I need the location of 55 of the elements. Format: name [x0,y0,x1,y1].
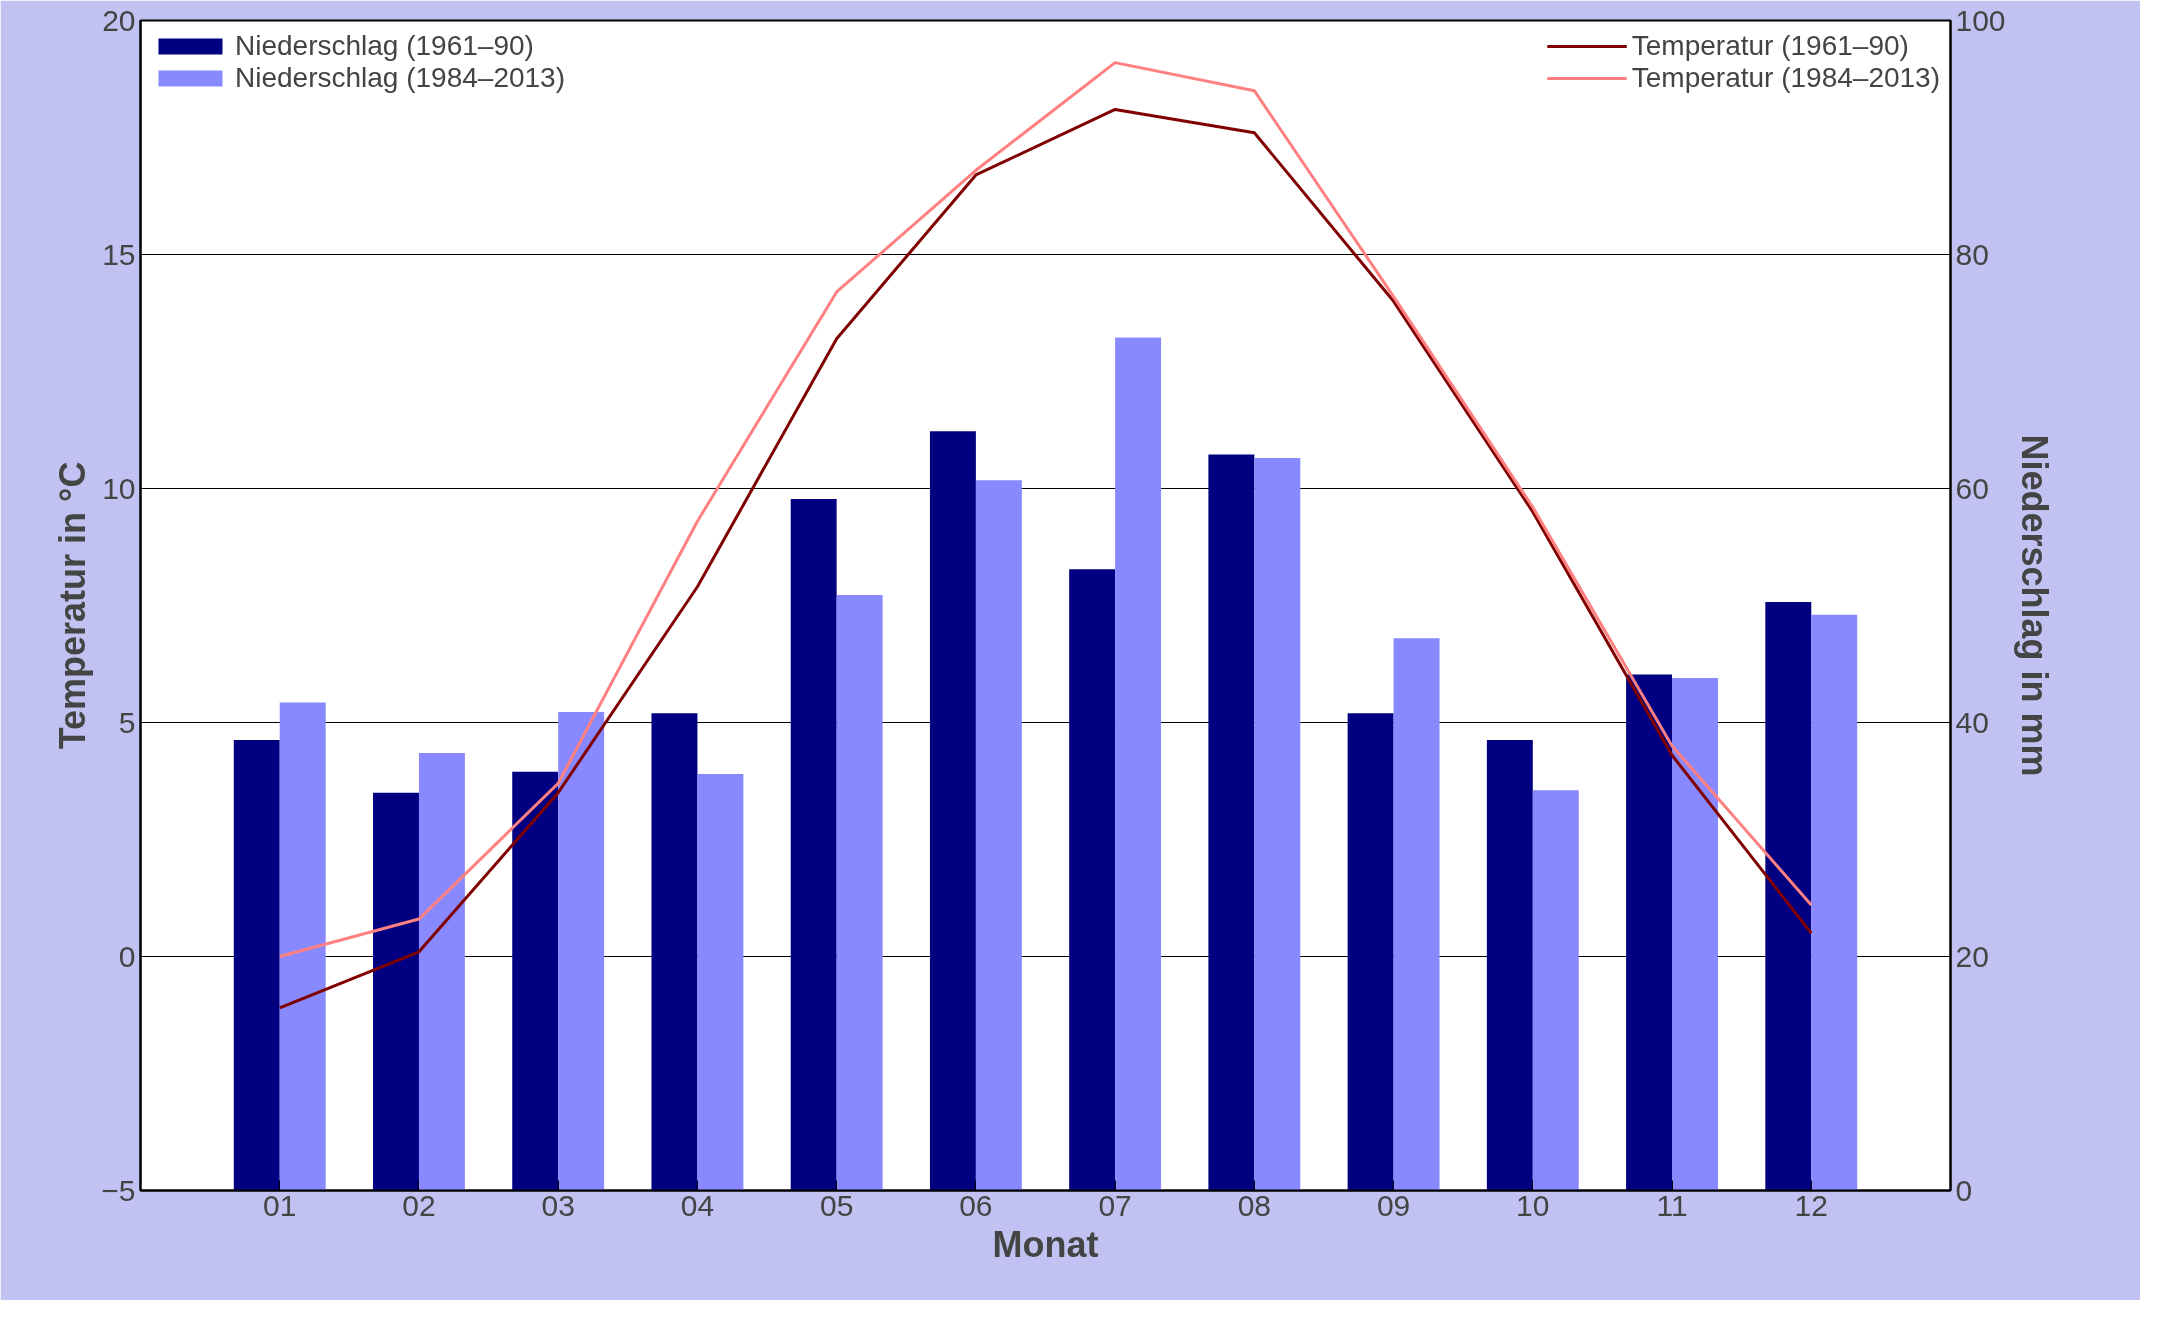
y-tick-label: 5 [118,705,136,739]
bar [558,711,605,1191]
bar [1208,454,1255,1191]
bar [1626,674,1673,1191]
x-tick-label: 07 [1098,1188,1132,1222]
x-axis-title: Monat [992,1223,1099,1265]
bar [373,792,419,1191]
legend-label: Niederschlag (1984–2013) [235,62,565,94]
bar [975,480,1022,1191]
x-tick-label: 09 [1376,1188,1411,1222]
legend-label: Temperatur (1984–2013) [1631,62,1940,94]
bar [1672,678,1718,1191]
bar [1765,601,1812,1191]
x-tick-label: 02 [402,1188,436,1222]
x-tick-label: 12 [1794,1188,1828,1222]
x-tick-label: 03 [541,1188,575,1222]
legend-label: Temperatur (1961–90) [1631,30,1909,62]
y2-tick-label: 100 [1955,3,2006,37]
y-tick-label: 20 [102,3,136,37]
y-tick-label: −5 [101,1173,136,1207]
bar [1393,638,1440,1191]
y-tick-label: 0 [118,939,136,973]
bar [790,499,837,1191]
bar [651,713,698,1191]
x-tick-label: 06 [959,1188,993,1222]
bar [1115,337,1162,1191]
bar [1486,740,1533,1191]
bar [1811,614,1858,1191]
bar [836,594,883,1191]
y2-axis-title: Niederschlag in mm [2013,434,2055,777]
y2-tick-label: 60 [1955,471,1989,505]
legend-label: Niederschlag (1961–90) [235,30,534,62]
y-axis-title: Temperatur in °C [52,461,94,750]
y2-tick-label: 0 [1955,1173,1973,1207]
bar [512,771,559,1191]
x-tick-label: 04 [680,1188,715,1222]
x-tick-label: 11 [1656,1188,1688,1222]
y2-tick-label: 20 [1955,939,1989,973]
y-tick-label: 15 [102,237,136,271]
x-tick-label: 01 [263,1188,297,1222]
x-tick-label: 08 [1237,1188,1272,1222]
bar [418,752,465,1191]
bar [233,740,280,1191]
bar [697,773,744,1191]
y2-tick-label: 40 [1955,705,1989,739]
bar [1069,569,1116,1191]
y2-tick-label: 80 [1955,237,1989,271]
x-tick-label: 05 [819,1188,854,1222]
bar [1254,458,1301,1191]
bar [929,431,976,1191]
bar [1347,713,1394,1191]
bar [279,702,326,1191]
bar [1532,790,1579,1191]
y-tick-label: 10 [102,471,136,505]
x-tick-label: 10 [1516,1188,1550,1222]
